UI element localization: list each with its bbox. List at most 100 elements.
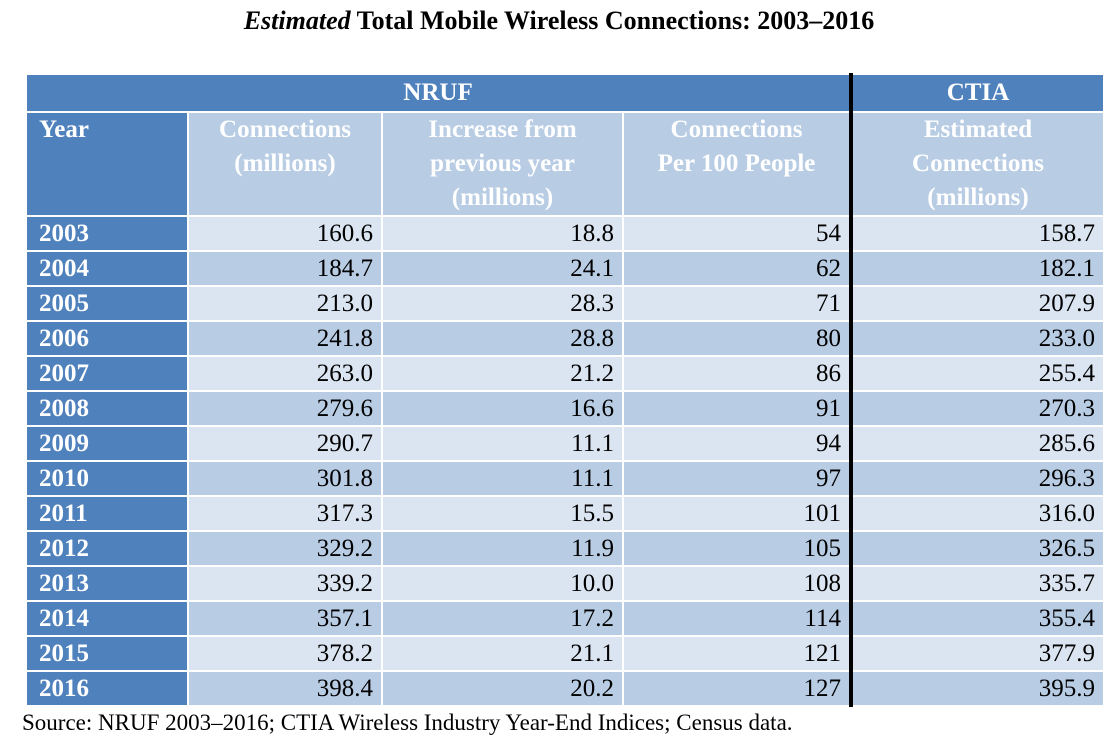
increase-cell: 17.2 — [381, 600, 624, 637]
year-cell: 2016 — [25, 670, 189, 707]
connections-cell: 339.2 — [187, 565, 383, 602]
ctia-estimated-cell: 207.9 — [850, 285, 1105, 322]
per-100-cell: 62 — [622, 250, 853, 287]
column-header-year: Year — [25, 111, 189, 217]
table-row: 2010 301.8 11.1 97 296.3 — [25, 460, 1105, 497]
year-cell: 2006 — [25, 320, 189, 357]
ctia-estimated-cell: 182.1 — [850, 250, 1105, 287]
ctia-estimated-cell: 158.7 — [850, 215, 1105, 252]
table-row: 2007 263.0 21.2 86 255.4 — [25, 355, 1105, 392]
year-cell: 2004 — [25, 250, 189, 287]
table-row: 2009 290.7 11.1 94 285.6 — [25, 425, 1105, 462]
connections-cell: 279.6 — [187, 390, 383, 427]
connections-cell: 213.0 — [187, 285, 383, 322]
increase-cell: 18.8 — [381, 215, 624, 252]
year-cell: 2005 — [25, 285, 189, 322]
connections-cell: 378.2 — [187, 635, 383, 672]
increase-cell: 21.1 — [381, 635, 624, 672]
connections-cell: 317.3 — [187, 495, 383, 532]
table-row: 2014 357.1 17.2 114 355.4 — [25, 600, 1105, 637]
ctia-estimated-cell: 285.6 — [850, 425, 1105, 462]
header-line: Connections — [670, 116, 803, 143]
increase-cell: 10.0 — [381, 565, 624, 602]
table-row: 2006 241.8 28.8 80 233.0 — [25, 320, 1105, 357]
column-header-increase: Increase from previous year (millions) — [381, 111, 624, 217]
per-100-cell: 94 — [622, 425, 853, 462]
increase-cell: 16.6 — [381, 390, 624, 427]
ctia-estimated-cell: 316.0 — [850, 495, 1105, 532]
connections-cell: 241.8 — [187, 320, 383, 357]
year-cell: 2009 — [25, 425, 189, 462]
group-header-nruf: NRUF — [25, 73, 853, 113]
year-cell: 2007 — [25, 355, 189, 392]
year-cell: 2012 — [25, 530, 189, 567]
per-100-cell: 86 — [622, 355, 853, 392]
table-row: 2012 329.2 11.9 105 326.5 — [25, 530, 1105, 567]
header-line: Per 100 People — [657, 150, 816, 177]
increase-cell: 21.2 — [381, 355, 624, 392]
ctia-estimated-cell: 233.0 — [850, 320, 1105, 357]
header-line: previous year — [430, 150, 575, 177]
year-cell: 2010 — [25, 460, 189, 497]
title-emphasis: Estimated — [243, 6, 351, 35]
year-cell: 2015 — [25, 635, 189, 672]
table-title: Estimated Total Mobile Wireless Connecti… — [0, 6, 1118, 36]
year-cell: 2008 — [25, 390, 189, 427]
increase-cell: 11.1 — [381, 425, 624, 462]
connections-cell: 160.6 — [187, 215, 383, 252]
header-line: (millions) — [234, 150, 336, 177]
ctia-estimated-cell: 255.4 — [850, 355, 1105, 392]
table-row: 2011 317.3 15.5 101 316.0 — [25, 495, 1105, 532]
per-100-cell: 105 — [622, 530, 853, 567]
table-row: 2016 398.4 20.2 127 395.9 — [25, 670, 1105, 707]
connections-cell: 329.2 — [187, 530, 383, 567]
increase-cell: 11.1 — [381, 460, 624, 497]
increase-cell: 28.8 — [381, 320, 624, 357]
table-row: 2013 339.2 10.0 108 335.7 — [25, 565, 1105, 602]
increase-cell: 24.1 — [381, 250, 624, 287]
ctia-estimated-cell: 296.3 — [850, 460, 1105, 497]
year-cell: 2003 — [25, 215, 189, 252]
ctia-estimated-cell: 326.5 — [850, 530, 1105, 567]
increase-cell: 28.3 — [381, 285, 624, 322]
increase-cell: 20.2 — [381, 670, 624, 707]
header-line: (millions) — [451, 184, 554, 211]
connections-cell: 398.4 — [187, 670, 383, 707]
column-header-row: Year Connections (millions) Increase fro… — [25, 111, 1105, 217]
column-header-per-100: Connections Per 100 People — [622, 111, 853, 217]
ctia-estimated-cell: 355.4 — [850, 600, 1105, 637]
ctia-estimated-cell: 395.9 — [850, 670, 1105, 707]
table-row: 2003 160.6 18.8 54 158.7 — [25, 215, 1105, 252]
per-100-cell: 101 — [622, 495, 853, 532]
table-row: 2004 184.7 24.1 62 182.1 — [25, 250, 1105, 287]
per-100-cell: 54 — [622, 215, 853, 252]
connections-cell: 184.7 — [187, 250, 383, 287]
column-header-connections: Connections (millions) — [187, 111, 383, 217]
header-line: Connections — [912, 150, 1044, 177]
per-100-cell: 127 — [622, 670, 853, 707]
increase-cell: 11.9 — [381, 530, 624, 567]
ctia-estimated-cell: 377.9 — [850, 635, 1105, 672]
header-line: Connections — [219, 116, 351, 143]
increase-cell: 15.5 — [381, 495, 624, 532]
connections-table: NRUF CTIA Year Connections (millions) In… — [25, 73, 1105, 707]
per-100-cell: 114 — [622, 600, 853, 637]
year-cell: 2013 — [25, 565, 189, 602]
ctia-estimated-cell: 270.3 — [850, 390, 1105, 427]
group-header-ctia: CTIA — [850, 73, 1105, 113]
connections-cell: 263.0 — [187, 355, 383, 392]
table-row: 2015 378.2 21.1 121 377.9 — [25, 635, 1105, 672]
year-cell: 2014 — [25, 600, 189, 637]
per-100-cell: 108 — [622, 565, 853, 602]
column-header-ctia-estimated: Estimated Connections (millions) — [850, 111, 1105, 217]
connections-cell: 357.1 — [187, 600, 383, 637]
connections-cell: 301.8 — [187, 460, 383, 497]
per-100-cell: 97 — [622, 460, 853, 497]
per-100-cell: 80 — [622, 320, 853, 357]
per-100-cell: 91 — [622, 390, 853, 427]
table-row: 2008 279.6 16.6 91 270.3 — [25, 390, 1105, 427]
per-100-cell: 71 — [622, 285, 853, 322]
title-text: Total Mobile Wireless Connections: 2003–… — [350, 6, 875, 35]
ctia-estimated-cell: 335.7 — [850, 565, 1105, 602]
group-header-row: NRUF CTIA — [25, 73, 1105, 113]
